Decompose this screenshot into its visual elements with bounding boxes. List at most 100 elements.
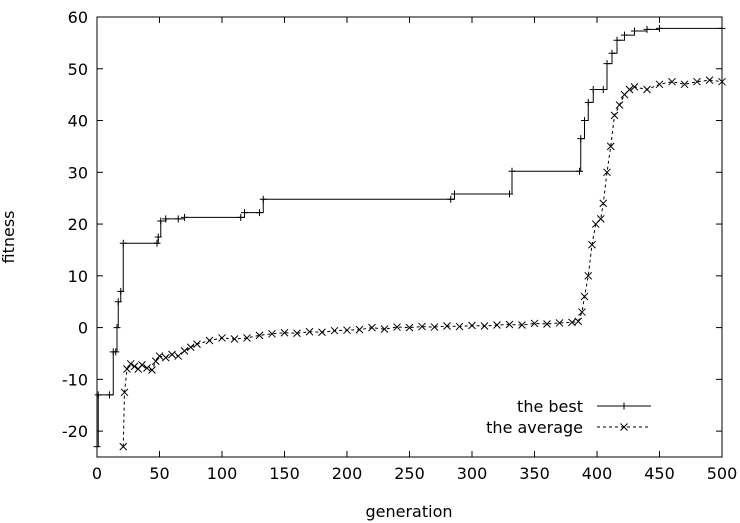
y-tick-label: -10: [62, 370, 88, 389]
data-point: [143, 364, 151, 372]
y-tick-label: 50: [68, 60, 88, 79]
y-tick-label: 60: [68, 8, 88, 27]
data-point: [94, 391, 102, 399]
x-tick-label: 100: [207, 464, 238, 483]
data-point: [615, 101, 624, 109]
x-tick-label: 450: [644, 464, 675, 483]
series-0: [93, 24, 726, 451]
data-point: [112, 348, 120, 356]
data-point: [186, 343, 195, 352]
data-point: [555, 319, 564, 327]
data-point: [668, 77, 676, 86]
data-point: [447, 195, 455, 203]
data-point: [120, 388, 129, 397]
data-point: [451, 190, 458, 198]
x-tick-label: 400: [582, 464, 613, 483]
data-point: [305, 327, 314, 336]
data-point: [368, 323, 376, 332]
legend-marker: [620, 402, 628, 410]
data-point: [588, 240, 596, 249]
data-point: [613, 36, 621, 44]
data-point: [599, 199, 608, 208]
data-point: [268, 329, 276, 338]
y-tick-label: 20: [68, 215, 88, 234]
data-point: [114, 298, 122, 306]
data-point: [606, 142, 615, 151]
data-point: [181, 213, 188, 221]
data-point: [599, 85, 607, 93]
data-point: [318, 328, 326, 337]
data-point: [625, 85, 634, 94]
x-tick-label: 500: [707, 464, 738, 483]
legend: the best the average: [486, 397, 651, 437]
data-point: [154, 233, 162, 241]
series-layer: [93, 24, 726, 451]
data-point: [643, 25, 651, 33]
data-point: [153, 239, 161, 247]
data-point: [584, 271, 593, 280]
data-point: [255, 331, 264, 340]
data-point: [256, 209, 263, 217]
data-point: [193, 340, 201, 349]
data-point: [162, 215, 170, 223]
data-point: [161, 353, 170, 362]
data-point: [718, 24, 726, 32]
data-point: [443, 322, 451, 330]
x-axis-title: generation: [365, 502, 452, 521]
y-tick-label: 40: [68, 112, 88, 131]
data-point: [621, 31, 628, 39]
data-point: [180, 347, 189, 355]
data-point: [126, 359, 135, 368]
data-point: [123, 365, 131, 373]
data-point: [530, 319, 539, 328]
data-point: [174, 352, 183, 360]
data-point: [596, 215, 605, 223]
data-point: [577, 135, 585, 143]
data-point: [293, 329, 301, 338]
x-tick-label: 300: [457, 464, 488, 483]
y-tick-label: 0: [78, 319, 88, 338]
data-point: [157, 217, 165, 225]
data-point: [430, 323, 439, 331]
data-point: [155, 352, 164, 360]
data-point: [405, 323, 414, 332]
data-point: [493, 321, 501, 329]
data-point: [580, 292, 589, 301]
data-point: [576, 167, 583, 175]
data-point: [718, 77, 726, 86]
data-point: [418, 322, 426, 331]
legend-sample-average: [597, 423, 651, 431]
data-point: [205, 336, 214, 345]
data-point: [259, 195, 267, 203]
axes: 0 50 100 150 200 250 300 350 400 450 500 -20 -10 0 10 2…: [62, 8, 737, 483]
x-tick-label: 250: [394, 464, 425, 483]
data-point: [581, 117, 588, 125]
x-tick-label: 0: [92, 464, 102, 483]
data-point: [130, 362, 139, 371]
data-point: [230, 335, 239, 343]
data-point: [241, 209, 248, 217]
y-axis-title: fitness: [0, 210, 18, 263]
series-1: [119, 76, 726, 451]
data-point: [174, 215, 182, 223]
data-point: [589, 85, 597, 93]
data-point: [455, 322, 464, 331]
data-point: [578, 308, 586, 316]
legend-sample-best: [597, 402, 651, 410]
x-tick-label: 350: [519, 464, 550, 483]
x-tick-label: 200: [332, 464, 363, 483]
x-tick-label: 150: [269, 464, 300, 483]
data-point: [568, 318, 576, 327]
data-point: [608, 49, 616, 57]
data-point: [330, 326, 339, 335]
data-point: [280, 328, 289, 337]
data-point: [168, 350, 176, 359]
data-point: [380, 325, 389, 333]
data-point: [393, 323, 401, 331]
data-point: [610, 111, 619, 120]
data-point: [117, 287, 125, 295]
data-point: [705, 76, 714, 85]
data-point: [148, 366, 156, 374]
data-point: [693, 77, 701, 86]
